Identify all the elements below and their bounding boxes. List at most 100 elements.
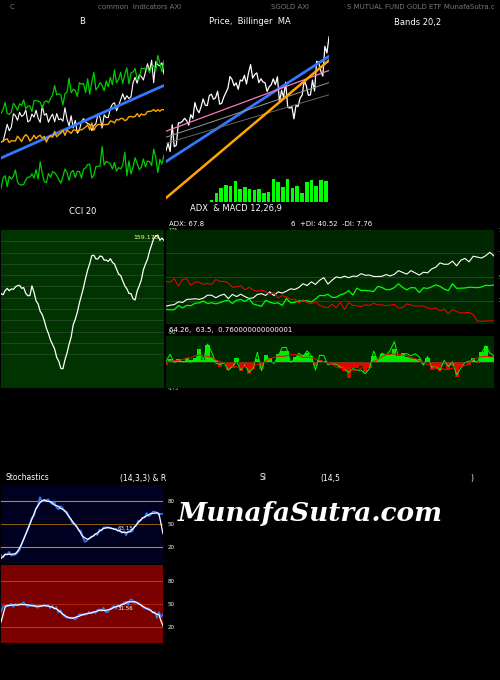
Bar [243,187,246,202]
Bar [172,361,176,362]
Text: 64.26,  63.5,  0.760000000000001: 64.26, 63.5, 0.760000000000001 [170,327,292,333]
Bar [290,188,294,202]
Bar [234,182,237,202]
Text: ): ) [470,473,473,483]
Bar [388,354,392,362]
Bar [446,362,450,370]
Bar [230,362,234,369]
Bar [252,190,256,202]
Bar [400,353,405,362]
Bar [284,352,288,362]
Bar [363,362,368,371]
Text: ADX  & MACD 12,26,9: ADX & MACD 12,26,9 [190,204,282,213]
Bar [338,362,342,368]
Bar [224,185,228,202]
Text: 63.15: 63.15 [118,526,134,531]
Bar [318,360,322,362]
Bar [380,354,384,362]
Bar [442,362,446,364]
Text: MunafaSutra.com: MunafaSutra.com [178,501,442,526]
Bar [214,193,218,202]
Bar [450,362,454,366]
Bar [376,359,380,362]
Bar [168,359,172,362]
Bar [197,350,202,362]
Bar [300,193,304,202]
Bar [180,361,184,362]
Bar [434,362,438,369]
Text: Stochastics: Stochastics [5,473,49,483]
Bar [247,362,251,373]
Bar [417,358,422,362]
Bar [201,360,205,362]
Bar [234,358,238,362]
Bar [484,346,488,362]
Bar [189,360,193,362]
Text: C: C [10,4,15,10]
Bar [396,356,400,362]
Bar [220,188,223,202]
Bar [480,352,484,362]
Bar [301,355,305,362]
Text: (14,3,3) & R: (14,3,3) & R [120,473,166,483]
Bar [355,362,359,368]
Bar [392,349,396,362]
Bar [368,362,372,369]
Text: (14,5: (14,5 [320,473,340,483]
Bar [276,182,280,202]
Text: SI: SI [260,473,267,483]
Bar [280,351,284,362]
Bar [322,361,326,362]
Bar [463,362,467,363]
Bar [310,180,314,202]
Bar [267,192,270,202]
Text: common  Indicators AXI: common Indicators AXI [98,4,182,10]
Bar [334,362,338,365]
Bar [471,358,476,362]
Text: SGOLD AXI: SGOLD AXI [271,4,309,10]
Bar [210,356,214,362]
Text: CCI 20: CCI 20 [69,207,96,216]
Bar [214,360,218,362]
Bar [184,358,189,362]
Bar [359,362,364,366]
Bar [164,362,168,365]
Bar [255,360,260,362]
Text: Price,  Billinger  MA: Price, Billinger MA [209,18,291,27]
Bar [238,362,243,371]
Text: 159.175: 159.175 [134,235,159,240]
Text: ADX: 67.8: ADX: 67.8 [170,221,204,227]
Bar [319,180,323,202]
Bar [342,362,346,371]
Bar [476,362,480,363]
Bar [454,362,459,377]
Bar [314,362,318,366]
Bar [251,362,256,369]
Bar [262,193,266,202]
Bar [296,355,301,362]
Bar [243,362,247,365]
Text: 6  +DI: 40.52  -DI: 7.76: 6 +DI: 40.52 -DI: 7.76 [291,221,372,227]
Bar [488,357,492,362]
Bar [226,362,230,370]
Bar [305,182,308,202]
Bar [409,358,413,362]
Bar [229,186,232,202]
Bar [458,362,463,367]
Text: 31.56: 31.56 [118,607,134,611]
Bar [281,187,284,202]
Bar [372,356,376,362]
Bar [350,362,355,368]
Bar [309,356,314,362]
Bar [276,354,280,362]
Bar [218,362,222,367]
Bar [260,362,264,369]
Bar [238,189,242,202]
Bar [258,189,261,202]
Bar [292,356,297,362]
Bar [286,180,290,202]
Bar [248,189,252,202]
Bar [268,358,272,362]
Bar [346,362,351,379]
Bar [314,186,318,202]
